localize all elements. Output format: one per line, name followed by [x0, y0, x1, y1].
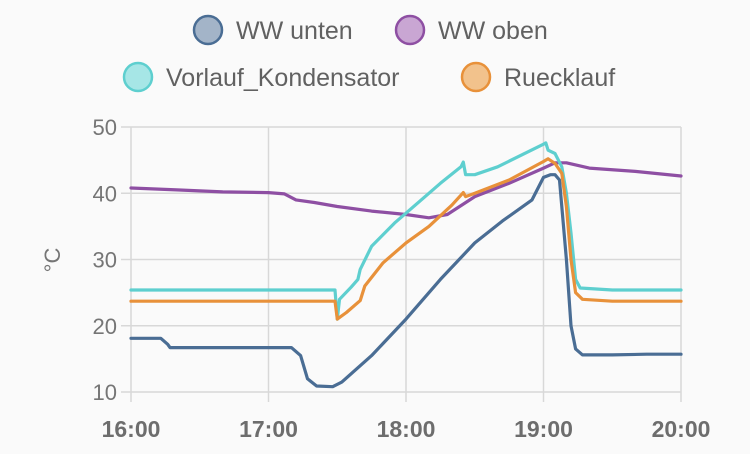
series-line-0 — [129, 173, 683, 389]
x-tick-label: 17:00 — [239, 416, 298, 442]
legend-swatch[interactable] — [192, 14, 224, 46]
series-line-2 — [129, 141, 683, 321]
legend-label[interactable]: Ruecklauf — [504, 64, 615, 92]
y-tick-label: 30 — [93, 248, 117, 273]
y-tick-label: 20 — [93, 314, 117, 339]
y-tick-label: 50 — [93, 115, 117, 140]
legend-label[interactable]: WW unten — [236, 17, 353, 45]
series-lines — [129, 141, 683, 389]
axes: 10 20 30 40 50 16:00 17:00 18:00 19:00 20:00 — [93, 115, 711, 442]
series-line-1 — [129, 161, 683, 220]
grid — [130, 126, 682, 393]
series-line-3 — [129, 157, 683, 321]
legend-swatch[interactable] — [394, 14, 426, 46]
legend: WW unten WW oben Vorlauf_Kondensator Rueckl… — [122, 14, 615, 93]
legend-label[interactable]: WW oben — [438, 17, 548, 45]
y-tick-label: 10 — [93, 380, 117, 405]
x-tick-label: 18:00 — [377, 416, 436, 442]
x-tick-label: 16:00 — [102, 416, 161, 442]
x-tick-label: 20:00 — [652, 416, 711, 442]
legend-swatch[interactable] — [460, 61, 492, 93]
y-tick-label: 40 — [93, 181, 117, 206]
x-tick-label: 19:00 — [514, 416, 573, 442]
y-axis-label: °C — [40, 248, 65, 273]
legend-label[interactable]: Vorlauf_Kondensator — [166, 64, 400, 92]
legend-swatch[interactable] — [122, 61, 154, 93]
